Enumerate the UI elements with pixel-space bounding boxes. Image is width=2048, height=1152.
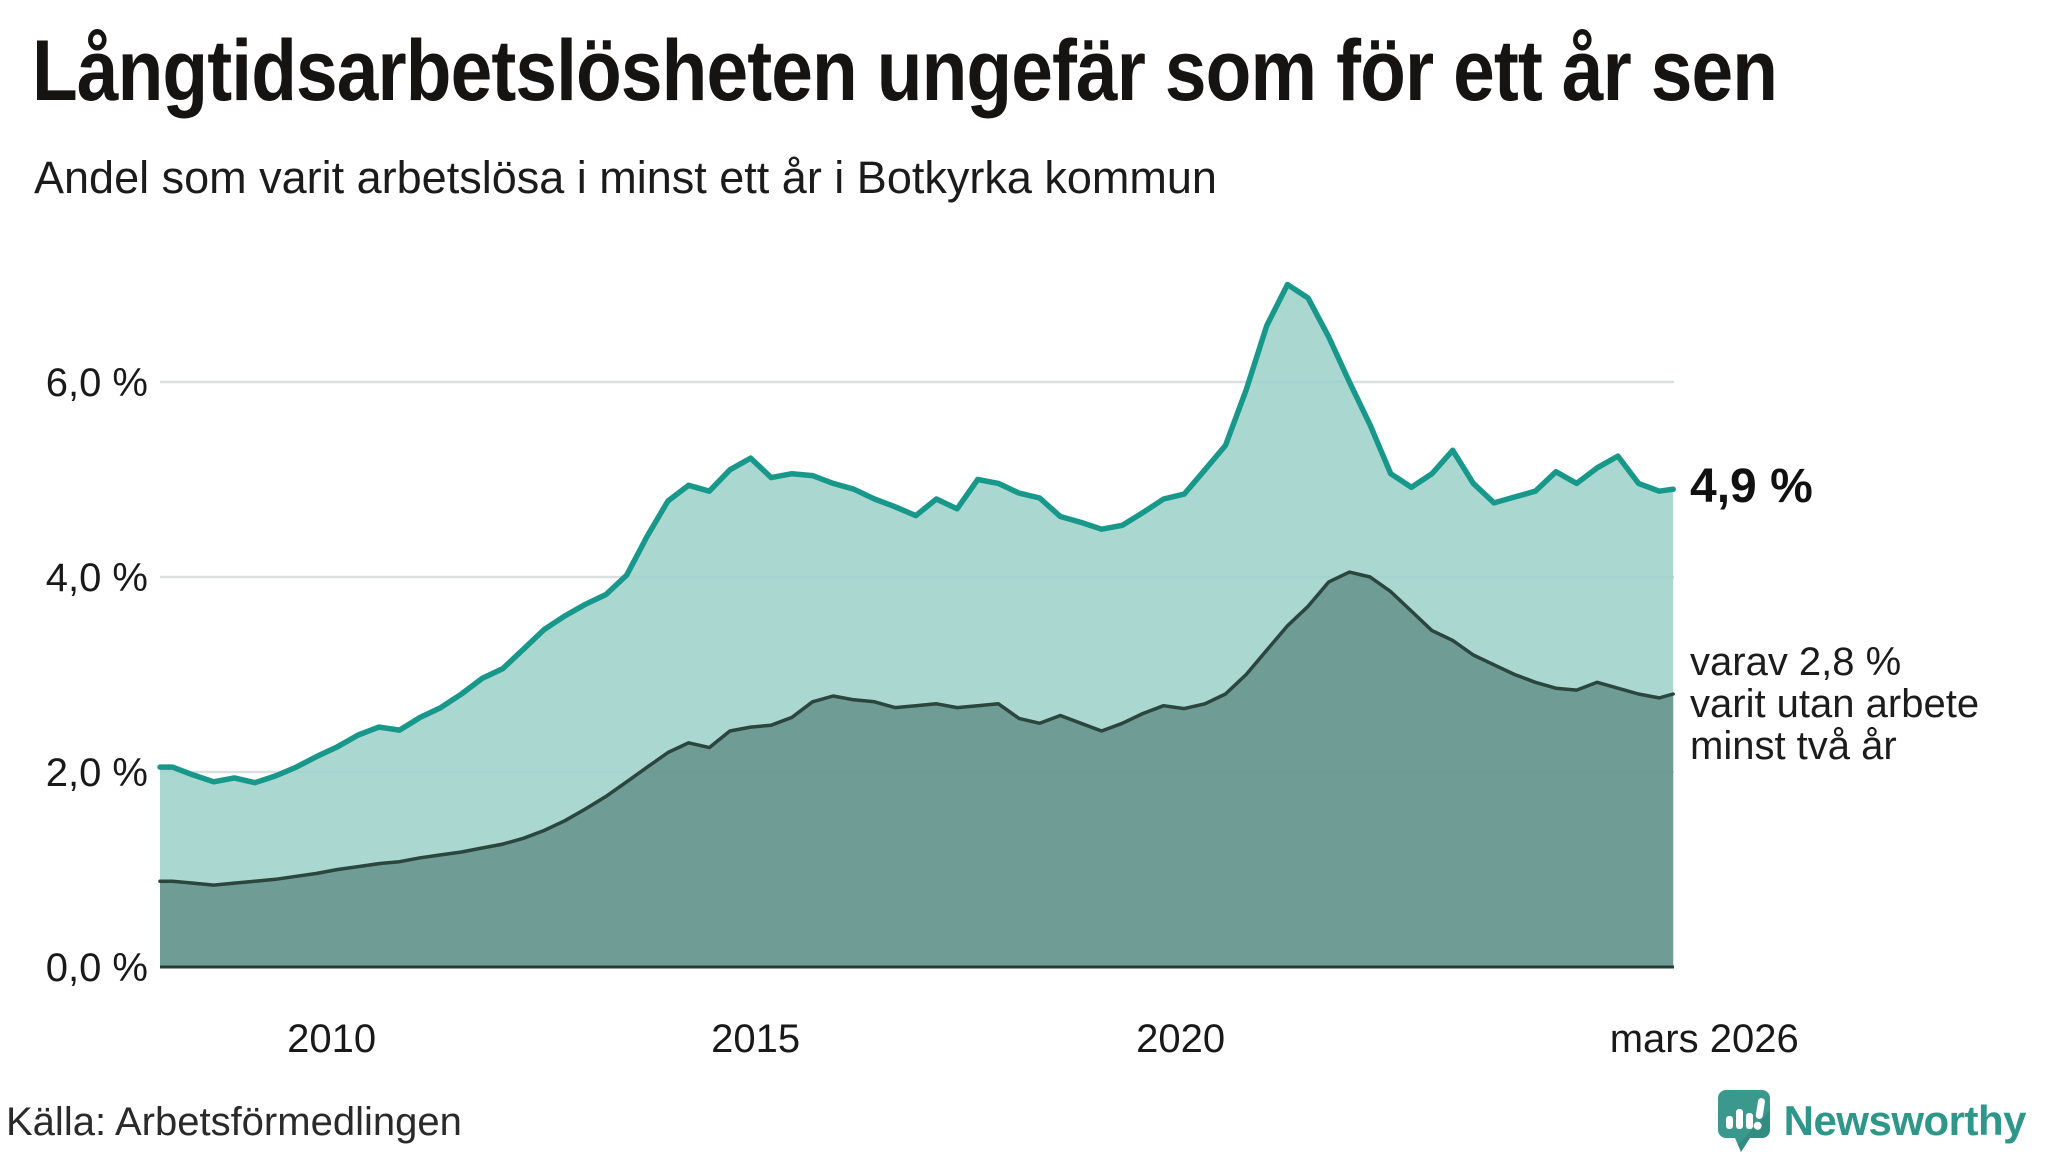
note-line-2: varit utan arbete <box>1690 682 1980 726</box>
line-unemployed-one-year <box>157 281 1676 786</box>
line-unemployed-two-years <box>158 570 1675 887</box>
latest-value-label: 4,9 % <box>1690 460 1813 513</box>
chart-subtitle: Andel som varit arbetslösa i minst ett å… <box>34 152 1217 203</box>
newsworthy-logo-text: Newsworthy <box>1783 1097 2027 1144</box>
note-line-1: varav 2,8 % <box>1690 640 1902 684</box>
area-unemployed-two-years <box>160 572 1674 967</box>
note-line-3: minst två år <box>1690 724 1897 768</box>
x-axis-tick-label: 2020 <box>1136 1017 1225 1061</box>
x-axis-tick-label: mars 2026 <box>1610 1017 1799 1061</box>
y-axis-tick-label: 0,0 % <box>46 946 148 990</box>
newsworthy-logo-icon <box>1717 1090 1770 1152</box>
secondary-series-note: varav 2,8 % varit utan arbete minst två … <box>1690 641 1979 767</box>
source-credit: Källa: Arbetsförmedlingen <box>6 1100 462 1144</box>
y-axis-tick-label: 6,0 % <box>46 361 148 405</box>
y-axis-tick-label: 2,0 % <box>46 751 148 795</box>
y-axis-tick-label: 4,0 % <box>46 556 148 600</box>
page-title: Långtidsarbetslösheten ungefär som för e… <box>32 23 1778 119</box>
x-axis-tick-label: 2015 <box>711 1017 800 1061</box>
newsworthy-logo: Newsworthy <box>1716 1088 2027 1152</box>
x-axis-tick-label: 2010 <box>287 1017 376 1061</box>
